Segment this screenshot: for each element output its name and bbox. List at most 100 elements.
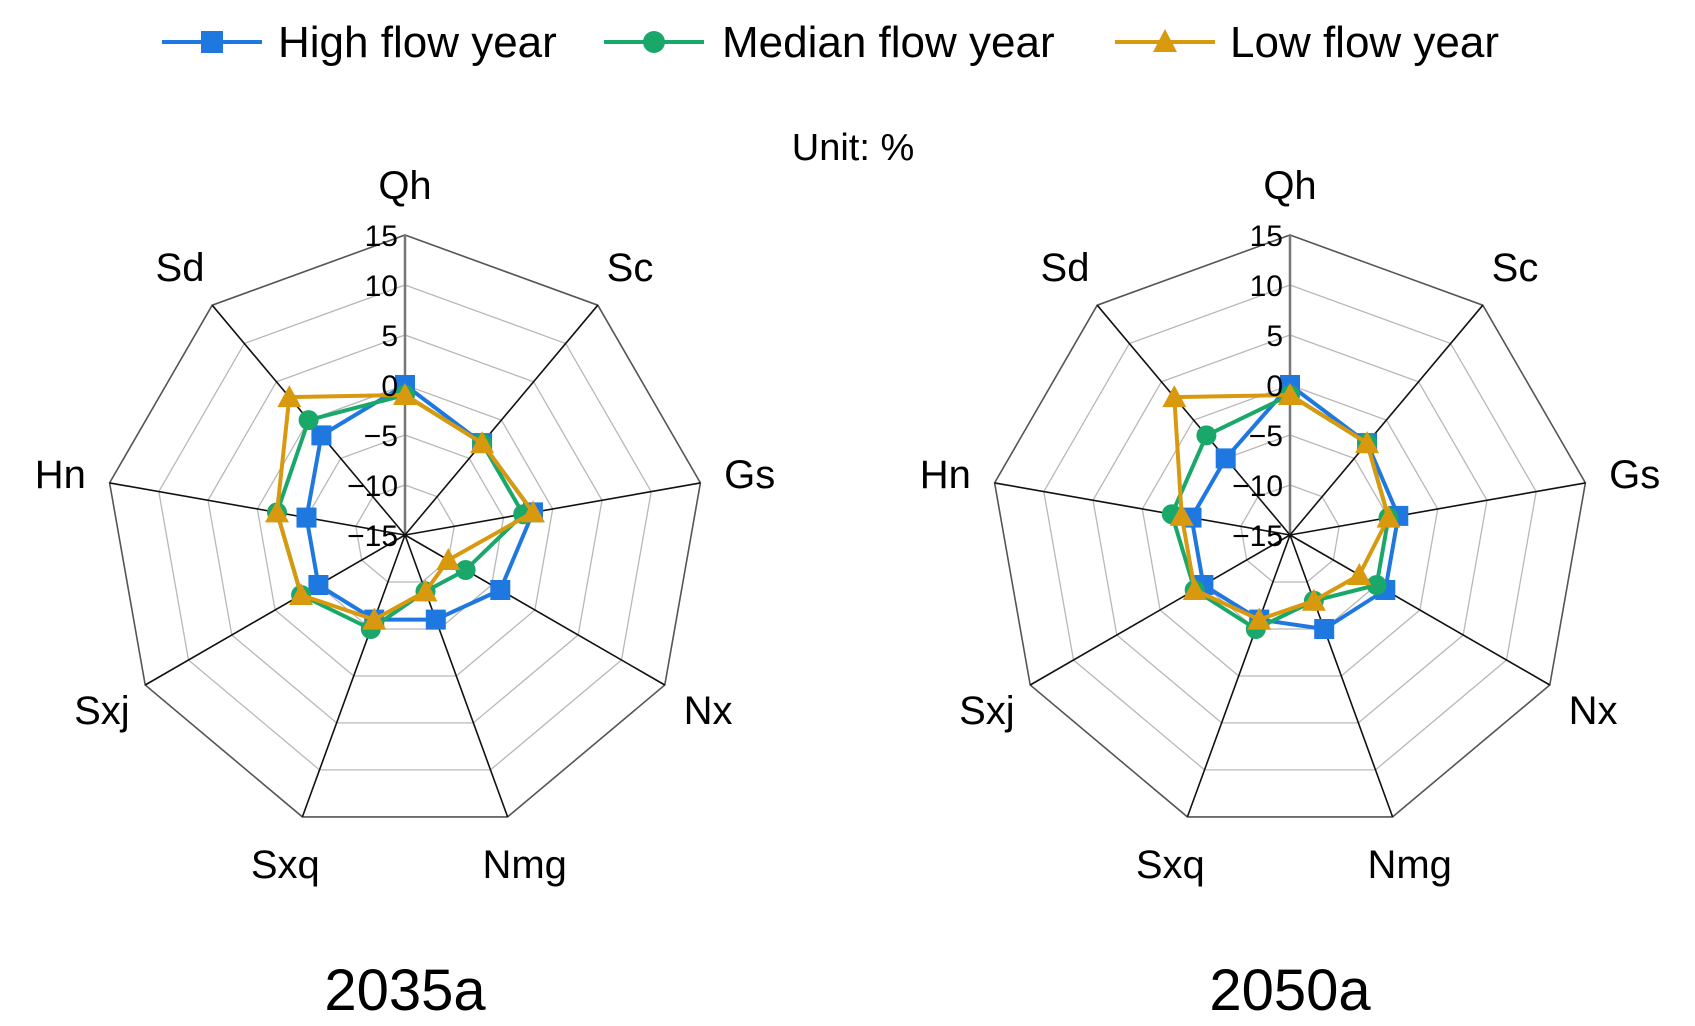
data-point-low-flow-qh — [1278, 383, 1302, 405]
grid-ring — [108, 234, 702, 818]
data-point-low-flow-sxj — [1182, 578, 1207, 600]
axis-label-sxj: Sxj — [74, 689, 130, 733]
data-point-low-flow-qh — [393, 383, 417, 405]
data-point-low-flow-sxq — [362, 607, 387, 630]
axis-label-nx: Nx — [684, 689, 733, 733]
series-low-flow — [265, 383, 545, 630]
panel-title: 2035a — [324, 958, 486, 1023]
axis-label-qh: Qh — [378, 164, 431, 208]
spoke-nx — [1289, 534, 1551, 686]
tick-label: 10 — [1250, 270, 1283, 303]
data-point-median-flow-sd — [298, 410, 319, 431]
data-point-high-flow-sxj — [308, 575, 329, 595]
legend-label-median-flow: Median flow year — [722, 18, 1055, 67]
data-point-high-flow-sd — [1215, 448, 1236, 469]
axis-label-gs: Gs — [1609, 453, 1660, 497]
axis-label-gs: Gs — [724, 453, 775, 497]
data-point-low-flow-nmg — [413, 579, 438, 602]
grid-ring — [305, 434, 505, 630]
axis-label-sxq: Sxq — [1136, 843, 1205, 887]
series-low-flow — [1162, 383, 1401, 630]
data-point-high-flow-nmg — [425, 609, 446, 630]
data-point-low-flow-sc — [1355, 431, 1380, 454]
tick-label: −5 — [1249, 420, 1283, 453]
axis-label-nmg: Nmg — [482, 843, 566, 887]
legend-label-high-flow: High flow year — [278, 18, 557, 67]
data-point-low-flow-hn — [1169, 503, 1194, 526]
tick-label: 5 — [1266, 320, 1283, 353]
spoke-sxq — [301, 534, 406, 818]
radar-chart-2035a: Qh Sc Gs Nx Nmg Sxq Sxj Hn Sd 15 10 5 0 −5 −10 −15 2035a — [35, 164, 776, 1023]
grid-ring — [1141, 384, 1439, 677]
axis-label-nmg: Nmg — [1367, 843, 1451, 887]
legend-label-low-flow: Low flow year — [1230, 18, 1499, 67]
grid-ring — [158, 284, 652, 771]
series-line-high-flow — [1189, 383, 1401, 631]
tick-label: −15 — [1232, 520, 1283, 553]
spoke-sxq — [1186, 534, 1291, 818]
data-point-low-flow-sd — [277, 385, 302, 408]
tick-label: 0 — [381, 370, 398, 403]
spoke-sc — [404, 304, 599, 536]
legend-marker-median-flow — [643, 31, 665, 53]
radar-grid — [993, 234, 1587, 818]
spoke-hn — [994, 482, 1291, 536]
tick-label: 0 — [1266, 370, 1283, 403]
spoke-sd — [1096, 304, 1291, 536]
series-line-low-flow — [1172, 393, 1391, 622]
axis-label-sxj: Sxj — [959, 689, 1015, 733]
data-point-low-flow-sxj — [289, 583, 314, 605]
legend-item-median-flow: Median flow year — [604, 18, 1055, 67]
data-point-low-flow-sxq — [1247, 607, 1272, 630]
legend-marker-low-flow — [1153, 29, 1177, 52]
unit-label: Unit: % — [792, 127, 914, 169]
tick-label: −5 — [364, 420, 398, 453]
spoke-gs — [1289, 482, 1586, 536]
grid-ring — [1092, 334, 1488, 724]
axis-label-qh: Qh — [1263, 164, 1316, 208]
axis-label-hn: Hn — [35, 453, 86, 497]
grid-ring — [993, 234, 1587, 818]
tick-label: 10 — [365, 270, 398, 303]
axis-label-sd: Sd — [1041, 246, 1090, 290]
legend-item-low-flow: Low flow year — [1115, 18, 1499, 67]
data-point-low-flow-nmg — [1301, 588, 1326, 611]
series-line-low-flow — [275, 393, 535, 622]
axis-label-hn: Hn — [920, 453, 971, 497]
data-point-low-flow-gs — [521, 500, 545, 523]
data-point-low-flow-sc — [470, 431, 495, 454]
data-point-low-flow-sd — [1162, 385, 1187, 408]
radar-grid — [108, 234, 702, 818]
legend-marker-high-flow — [201, 31, 223, 53]
grid-ring — [355, 484, 455, 583]
series-line-median-flow — [275, 393, 526, 631]
data-point-high-flow-nmg — [1314, 619, 1335, 639]
data-point-median-flow-sd — [1196, 425, 1217, 446]
data-point-high-flow-sd — [311, 425, 332, 446]
panel-title: 2050a — [1209, 958, 1371, 1023]
tick-label: −10 — [347, 470, 398, 503]
grid-ring — [207, 334, 603, 724]
data-point-low-flow-hn — [265, 500, 289, 523]
spoke-sc — [1289, 304, 1484, 536]
spoke-hn — [109, 482, 406, 536]
axis-label-nx: Nx — [1569, 689, 1618, 733]
tick-label: 15 — [365, 220, 398, 253]
axis-label-sc: Sc — [1492, 246, 1539, 290]
tick-label: 5 — [381, 320, 398, 353]
data-point-high-flow-hn — [296, 507, 317, 528]
axis-label-sd: Sd — [156, 246, 205, 290]
axis-label-sc: Sc — [607, 246, 654, 290]
legend-item-high-flow: High flow year — [162, 18, 557, 67]
data-point-median-flow-nx — [455, 560, 476, 580]
spoke-nmg — [404, 534, 509, 818]
data-point-low-flow-nx — [1347, 563, 1372, 585]
data-point-median-flow-nx — [1366, 575, 1387, 595]
tick-label: −10 — [1232, 470, 1283, 503]
axis-label-sxq: Sxq — [251, 843, 320, 887]
spoke-nmg — [1289, 534, 1394, 818]
grid-ring — [1240, 484, 1340, 583]
spoke-sxj — [144, 534, 406, 686]
spoke-gs — [404, 482, 701, 536]
